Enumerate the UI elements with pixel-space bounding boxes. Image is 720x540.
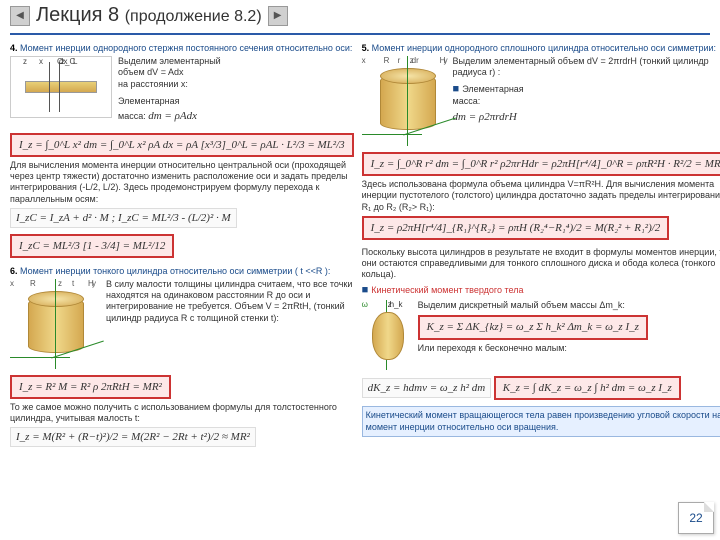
kin-f1: K_z = Σ ΔK_{kz} = ω_z Σ h_k² Δm_k = ω_z … [418, 315, 648, 341]
lbl-z: z [23, 57, 27, 66]
title-main: Лекция 8 [36, 4, 119, 26]
lbl-C: C [57, 57, 63, 66]
lbl-L: L [73, 57, 77, 66]
sec5-num: 5. [362, 43, 370, 53]
spinning-body-diagram: z ω h_k [362, 300, 412, 370]
sec5-t2: Элементарная масса: [453, 84, 524, 107]
s5-x: x [362, 56, 366, 65]
right-p1: Поскольку высота цилиндров в результате … [362, 247, 720, 281]
s6-R: R [30, 279, 36, 288]
sec6-text: Момент инерции тонкого цилиндра относите… [20, 266, 330, 276]
sec4-text: Момент инерции однородного стержня посто… [20, 43, 352, 53]
sec4-izc2: I_zC = ML²/3 [1 - 3/4] = ML²/12 [10, 234, 174, 258]
left-column: 4. Момент инерции однородного стержня по… [10, 43, 354, 450]
s6-t: t [72, 279, 74, 288]
kin-t2: Или переходя к бесконечно малым: [418, 343, 720, 354]
thin-cyl-diagram: R z t H x y [10, 279, 100, 369]
s5-dr: dr [412, 56, 419, 65]
sec5-dm: dm = ρ2πrdrH [453, 111, 517, 125]
sec4-title: 4. Момент инерции однородного стержня по… [10, 43, 354, 53]
title-sub: (продолжение 8.2) [125, 8, 262, 25]
sec5-f2: I_z = ρ2πH[r⁴/4]_{R₁}^{R₂} = ρπH (R₂⁴−R₁… [362, 216, 670, 240]
s6-y: y [92, 279, 96, 288]
sec5-t1: Выделим элементарный объем dV = 2πrdrH (… [453, 56, 720, 79]
kin-desc: Выделим дискретный малый объем массы Δm_… [418, 300, 720, 370]
sec4-dm: dm = ρAdx [148, 110, 197, 124]
sec6-f2: I_z = M(R² + (R−t)²)/2 = M(2R² − 2Rt + t… [10, 427, 256, 447]
lbl-x: x [39, 57, 43, 66]
sec6-f1: I_z = R² M = R² ρ 2πRtH = MR² [10, 375, 171, 399]
sec6-desc: В силу малости толщины цилиндра считаем,… [106, 279, 354, 369]
sec5-text: Момент инерции однородного сплошного цил… [372, 43, 716, 53]
s5-y: y [444, 56, 448, 65]
solid-cyl-diagram: R z H r dr x y [362, 56, 447, 146]
sec6-t2: То же самое можно получить с использован… [10, 402, 354, 425]
kin-hk: h_k [390, 300, 403, 309]
sec5-p1: Здесь использована формула объема цилинд… [362, 179, 720, 213]
sec6-title: 6. Момент инерции тонкого цилиндра относ… [10, 266, 354, 276]
sec4-izc1: I_zC = I_zA + d² · M ; I_zC = ML²/3 - (L… [10, 208, 237, 228]
right-column: 5. Момент инерции однородного сплошного … [362, 43, 720, 450]
sec5-desc: Выделим элементарный объем dV = 2πrdrH (… [453, 56, 720, 146]
kin-title: ■Кинетический момент твердого тела [362, 284, 720, 298]
page-number: 22 [678, 502, 714, 534]
sec4-t1: Выделим элементарный объем dV = Adx на р… [118, 56, 221, 90]
kin-title-text: Кинетический момент твердого тела [371, 285, 523, 295]
sec4-para: Для вычисления момента инерции относител… [10, 160, 354, 205]
sec5-title: 5. Момент инерции однородного сплошного … [362, 43, 720, 53]
kin-conclusion: Кинетический момент вращающегося тела ра… [362, 406, 720, 437]
s5-R: R [384, 56, 390, 65]
bullet-icon: ■ [453, 83, 460, 95]
kin-t1: Выделим дискретный малый объем массы Δm_… [418, 300, 720, 311]
kin-omega: ω [362, 300, 368, 309]
header-rule [10, 33, 710, 35]
sec4-desc: Выделим элементарный объем dV = Adx на р… [118, 56, 221, 127]
sec4-num: 4. [10, 43, 18, 53]
sec5-f1: I_z = ∫_0^R r² dm = ∫_0^R r² ρ2πrHdr = ρ… [362, 152, 720, 176]
rod-diagram: z_C z L x dx C [10, 56, 112, 118]
kin-f2: dK_z = hdmv = ω_z h² dm [362, 378, 492, 398]
s5-r: r [398, 56, 401, 65]
bullet-icon: ■ [362, 284, 369, 296]
sec6-num: 6. [10, 266, 18, 276]
nav-prev[interactable]: ◀ [10, 6, 30, 26]
nav-next[interactable]: ▶ [268, 6, 288, 26]
kin-f3: K_z = ∫ dK_z = ω_z ∫ h² dm = ω_z I_z [494, 376, 681, 400]
lecture-title: Лекция 8 (продолжение 8.2) [36, 4, 262, 27]
s6-x: x [10, 279, 14, 288]
sec4-iz-formula: I_z = ∫_0^L x² dm = ∫_0^L x² ρA dx = ρA … [10, 133, 354, 157]
s6-z: z [58, 279, 62, 288]
